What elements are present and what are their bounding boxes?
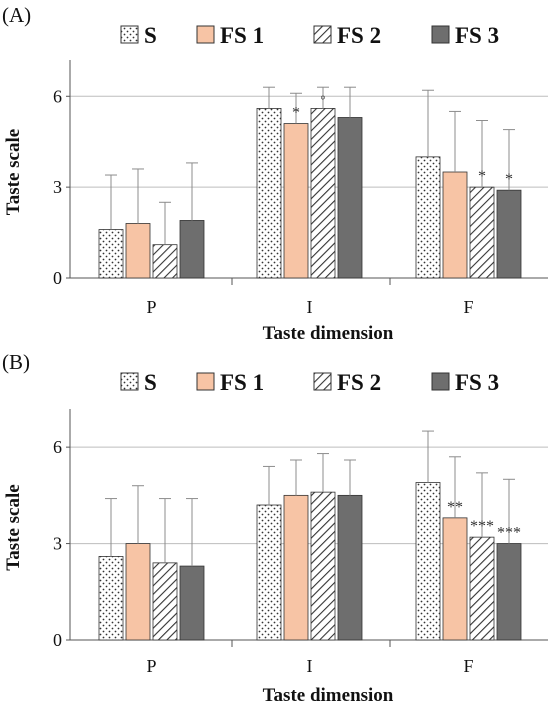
significance-label: ***: [497, 525, 521, 542]
bar: [337, 117, 363, 279]
bar: [256, 108, 282, 279]
legend-swatch: [120, 25, 139, 44]
significance-label: ◦: [320, 89, 326, 106]
legend-label: FS 2: [337, 370, 381, 395]
bar: [496, 543, 522, 641]
bar: [179, 565, 205, 641]
bar: [256, 504, 282, 641]
bar: [98, 556, 124, 641]
bar: [152, 562, 178, 641]
significance-label: *: [478, 168, 486, 185]
bar: [415, 156, 441, 279]
legend-label: FS 2: [337, 23, 381, 48]
legend-label: FS 1: [220, 23, 264, 48]
bar: [496, 189, 522, 279]
bar: [125, 543, 151, 641]
legend-label: FS 1: [220, 370, 264, 395]
bar: [337, 494, 363, 641]
bar: [310, 491, 336, 641]
bar: [310, 108, 336, 279]
legend-label: S: [144, 23, 157, 48]
bar: [98, 229, 124, 279]
chart-panel: (A) 0 3 6 * ◦ * * P I F Taste dimension Taste scale S…: [2, 3, 548, 344]
bar: [442, 171, 468, 279]
bar: [283, 494, 309, 641]
y-tick-label: 0: [53, 268, 62, 288]
x-tick-label: P: [146, 656, 156, 676]
legend-swatch: [120, 372, 139, 391]
y-axis-title: Taste scale: [3, 129, 24, 215]
panel-label: (A): [2, 3, 31, 27]
bar: [179, 220, 205, 279]
bar: [152, 244, 178, 279]
significance-label: **: [447, 499, 463, 516]
x-tick-label: I: [307, 297, 313, 317]
significance-label: ***: [470, 518, 494, 535]
bar: [442, 517, 468, 641]
legend-label: S: [144, 370, 157, 395]
y-axis-title: Taste scale: [3, 484, 24, 570]
x-axis-title: Taste dimension: [263, 685, 394, 706]
legend-swatch: [431, 372, 450, 391]
y-tick-label: 6: [53, 86, 62, 106]
legend-swatch: [313, 25, 332, 44]
significance-label: *: [505, 171, 513, 188]
bar: [125, 223, 151, 279]
legend-swatch: [196, 25, 215, 44]
legend-swatch: [431, 25, 450, 44]
legend-swatch: [196, 372, 215, 391]
x-axis-title: Taste dimension: [263, 323, 394, 344]
x-tick-label: F: [463, 297, 473, 317]
bar: [469, 186, 495, 279]
bar: [469, 536, 495, 641]
panel-label: (B): [2, 350, 30, 374]
y-tick-label: 3: [53, 177, 62, 197]
legend-swatch: [313, 372, 332, 391]
x-tick-label: F: [463, 656, 473, 676]
x-tick-label: P: [146, 297, 156, 317]
bar: [283, 123, 309, 279]
x-tick-label: I: [307, 656, 313, 676]
significance-label: *: [292, 105, 300, 122]
legend-label: FS 3: [455, 370, 499, 395]
y-tick-label: 0: [53, 630, 62, 650]
y-tick-label: 6: [53, 437, 62, 457]
legend-label: FS 3: [455, 23, 499, 48]
bar: [415, 482, 441, 641]
y-tick-label: 3: [53, 534, 62, 554]
